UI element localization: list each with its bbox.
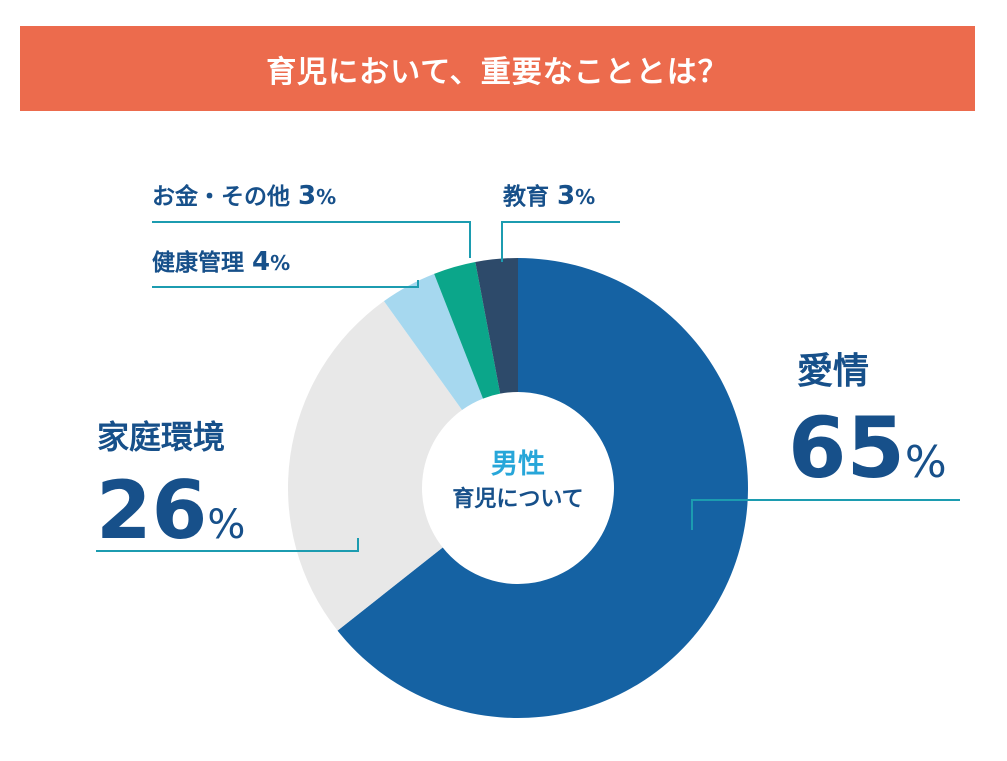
slice-value-1: 26% [96, 464, 245, 557]
donut-slice-4 [475, 258, 518, 394]
slice-value-unit-2: % [270, 251, 290, 275]
leader-line-2 [152, 280, 419, 288]
slice-value-unit-4: % [575, 185, 595, 209]
donut-slice-1 [288, 301, 463, 631]
slice-value-0: 65% [788, 399, 947, 497]
leader-lines [96, 221, 960, 552]
slice-name-3: お金・その他 [152, 183, 290, 210]
slice-name-4: 教育 [503, 183, 549, 210]
donut-slices [288, 258, 748, 718]
center-label-top: 男性 [491, 449, 545, 480]
chart-title: 育児において、重要なこととは？ [266, 54, 729, 90]
slice-value-unit-3: % [316, 185, 336, 209]
title-banner: 育児において、重要なこととは？ [20, 26, 975, 111]
slice-label-1: 家庭環境 [97, 418, 225, 456]
leader-line-0 [691, 499, 960, 530]
slice-label-4: 教育 3% [503, 181, 595, 211]
slice-value-number-4: 3 [557, 181, 575, 211]
donut-slice-2 [383, 273, 483, 410]
slice-value-number-1: 26 [96, 464, 207, 557]
slice-value-unit-0: % [905, 437, 947, 488]
slice-value-number-3: 3 [298, 181, 316, 211]
center-label-bottom: 育児について [452, 486, 583, 512]
donut-slice-0 [337, 258, 748, 718]
leader-line-3 [152, 221, 471, 258]
slice-value-number-2: 4 [252, 247, 270, 277]
slice-value-number-0: 65 [788, 399, 905, 497]
donut-slice-3 [434, 261, 501, 399]
slice-label-3: お金・その他 3% [152, 181, 336, 211]
leader-line-1 [96, 538, 359, 552]
leader-line-4 [501, 221, 620, 262]
slice-label-2: 健康管理 4% [152, 247, 290, 277]
slice-label-0: 愛情 [797, 351, 869, 392]
slice-value-unit-1: % [207, 502, 245, 548]
slice-name-2: 健康管理 [152, 249, 244, 276]
